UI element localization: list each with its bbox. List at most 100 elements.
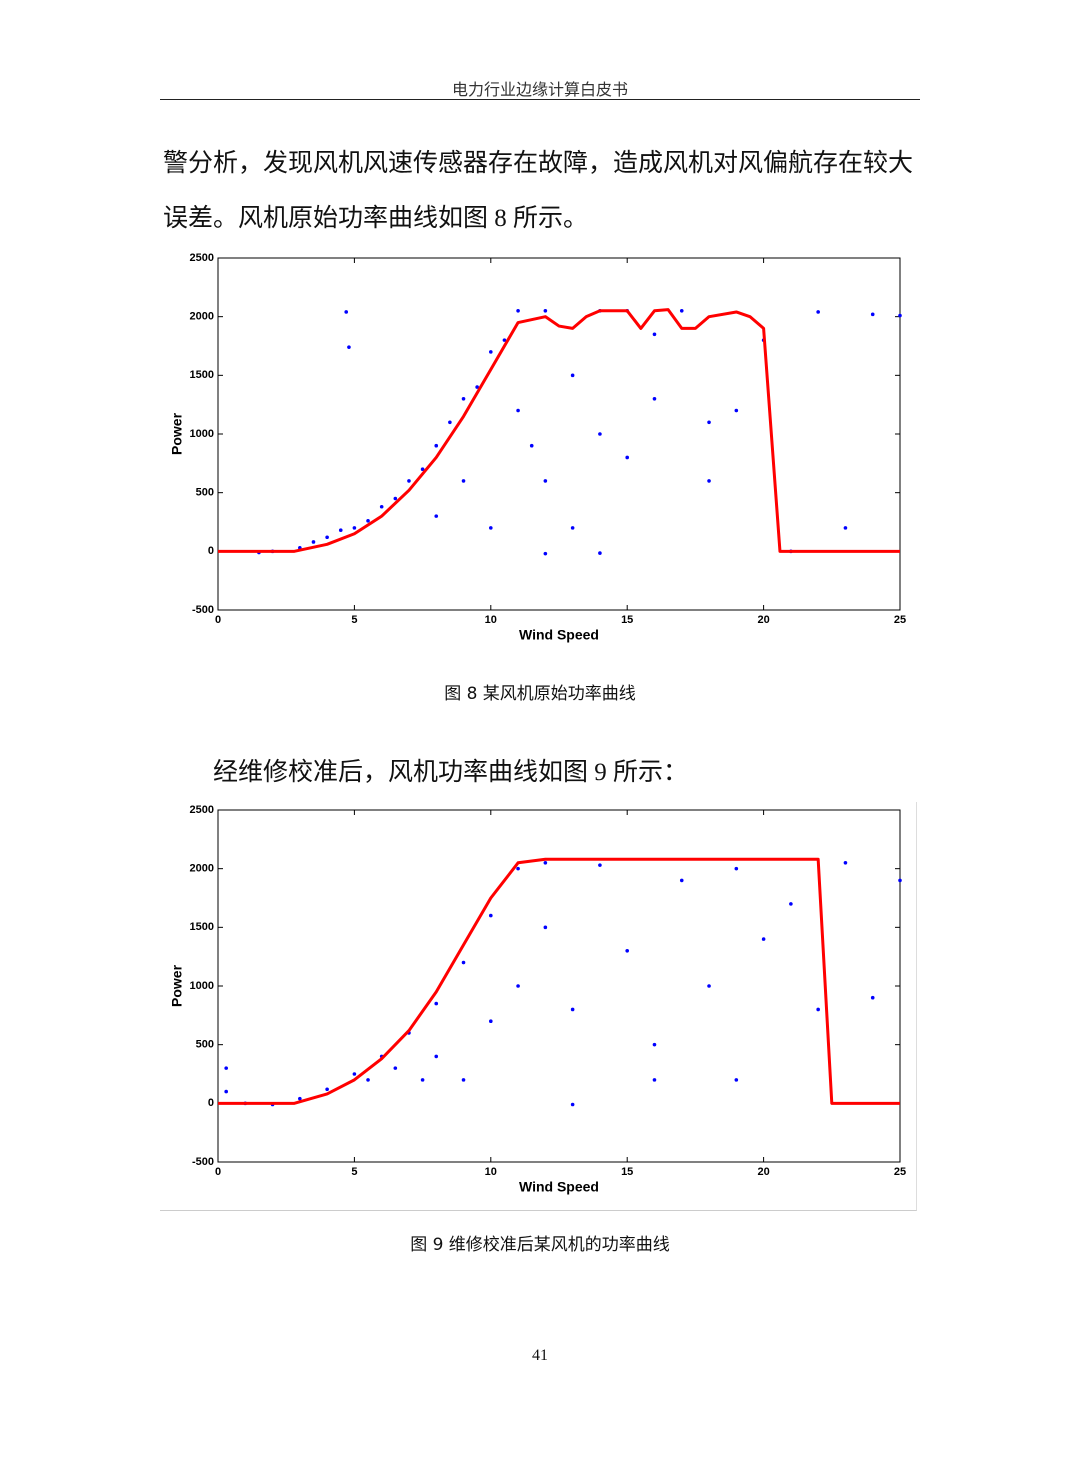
- y-tick-label: -500: [192, 604, 214, 616]
- scatter-point: [434, 514, 439, 518]
- y-tick-label: 1500: [190, 369, 214, 381]
- scatter-point: [652, 1078, 657, 1082]
- paragraph: 经维修校准后，风机功率曲线如图 9 所示：: [213, 759, 689, 786]
- x-tick-label: 5: [351, 1166, 357, 1178]
- scatter-point: [420, 467, 425, 471]
- scatter-point: [570, 1102, 575, 1107]
- scatter-point: [598, 863, 602, 867]
- scatter-point: [224, 1089, 228, 1094]
- x-tick-label: 20: [757, 1166, 769, 1178]
- scatter-point: [224, 1066, 228, 1070]
- scatter-point: [366, 1078, 370, 1082]
- y-axis-label: Power: [169, 964, 185, 1007]
- plot-frame: [217, 257, 901, 611]
- scatter-point: [393, 496, 398, 501]
- scatter-point: [570, 526, 575, 530]
- scatter-point: [707, 479, 711, 483]
- scatter-point: [489, 1019, 493, 1023]
- y-tick-label: 2500: [190, 252, 214, 264]
- scatter-point: [625, 949, 629, 953]
- plot-frame: [217, 809, 901, 1163]
- scatter-point: [516, 984, 520, 988]
- power-curve: [218, 308, 900, 553]
- scatter-point: [461, 1078, 466, 1082]
- x-tick-label: 20: [757, 614, 769, 626]
- x-tick-label: 10: [485, 1166, 497, 1178]
- scatter-point: [347, 345, 351, 349]
- scatter-point: [366, 519, 370, 523]
- caption: 图 8 某风机原始功率曲线: [444, 684, 636, 704]
- scatter-point: [843, 861, 848, 865]
- y-tick-label: 2500: [190, 804, 214, 816]
- scatter-point: [543, 551, 548, 556]
- y-tick-label: 1000: [190, 428, 214, 440]
- y-tick-label: 0: [208, 1097, 214, 1109]
- scatter-point: [543, 925, 548, 930]
- scatter-point: [489, 350, 493, 354]
- scatter-point: [338, 528, 343, 533]
- x-tick-label: 0: [215, 614, 221, 626]
- scatter-point: [652, 397, 657, 401]
- scatter-point: [448, 420, 452, 425]
- x-tick-label: 25: [894, 1166, 906, 1178]
- caption: 图 9 维修校准后某风机的功率曲线: [410, 1235, 670, 1255]
- scatter-point: [734, 408, 739, 413]
- scatter-point: [311, 540, 316, 544]
- scatter-point: [570, 373, 575, 378]
- scatter-point: [679, 878, 684, 883]
- scatter-point: [870, 312, 875, 317]
- scatter-point: [652, 332, 657, 337]
- scatter-point: [898, 878, 902, 883]
- scatter-point: [598, 432, 602, 436]
- y-tick-label: 0: [208, 545, 214, 557]
- page-number: 41: [532, 1347, 548, 1364]
- y-tick-label: 500: [196, 1039, 214, 1051]
- scatter-point: [344, 310, 349, 314]
- scatter-point: [325, 1087, 329, 1092]
- scatter-point: [734, 866, 739, 871]
- power-curve: [218, 857, 900, 1105]
- scatter-point: [420, 1078, 425, 1082]
- scatter-point: [707, 420, 711, 425]
- scatter-point: [434, 1054, 439, 1059]
- x-tick-label: 15: [621, 1166, 633, 1178]
- paragraph: 误差。风机原始功率曲线如图 8 所示。: [163, 205, 589, 232]
- y-tick-label: -500: [192, 1156, 214, 1168]
- scatter-point: [529, 443, 534, 448]
- scatter-point: [434, 1001, 439, 1006]
- y-tick-label: 500: [196, 487, 214, 499]
- scatter-point: [652, 1042, 657, 1047]
- scatter-point: [734, 1078, 739, 1082]
- scatter-point: [707, 984, 711, 988]
- y-tick-label: 1000: [190, 980, 214, 992]
- y-tick-label: 2000: [190, 311, 214, 323]
- scatter-point: [870, 995, 875, 1000]
- scatter-point: [325, 535, 329, 540]
- scatter-point: [679, 309, 684, 313]
- x-tick-label: 25: [894, 614, 906, 626]
- scatter-point: [598, 551, 602, 555]
- scatter-point: [816, 1007, 820, 1012]
- scatter-point: [352, 1072, 357, 1076]
- scatter-point: [461, 397, 466, 401]
- scatter-point: [816, 310, 820, 314]
- scatter-point: [543, 309, 548, 313]
- scatter-point: [898, 313, 902, 318]
- scatter-point: [543, 861, 548, 865]
- x-axis-label: Wind Speed: [519, 1179, 599, 1195]
- x-tick-label: 15: [621, 614, 633, 626]
- scatter-point: [789, 902, 793, 906]
- scatter-point: [570, 1007, 575, 1012]
- scatter-point: [379, 504, 384, 509]
- x-tick-label: 0: [215, 1166, 221, 1178]
- scatter-point: [502, 338, 507, 342]
- header-rule: [160, 99, 920, 100]
- scatter-point: [475, 385, 479, 389]
- y-tick-label: 1500: [190, 921, 214, 933]
- x-tick-label: 5: [351, 614, 357, 626]
- scatter-point: [543, 479, 548, 483]
- scatter-point: [489, 526, 493, 530]
- scatter-point: [434, 443, 439, 448]
